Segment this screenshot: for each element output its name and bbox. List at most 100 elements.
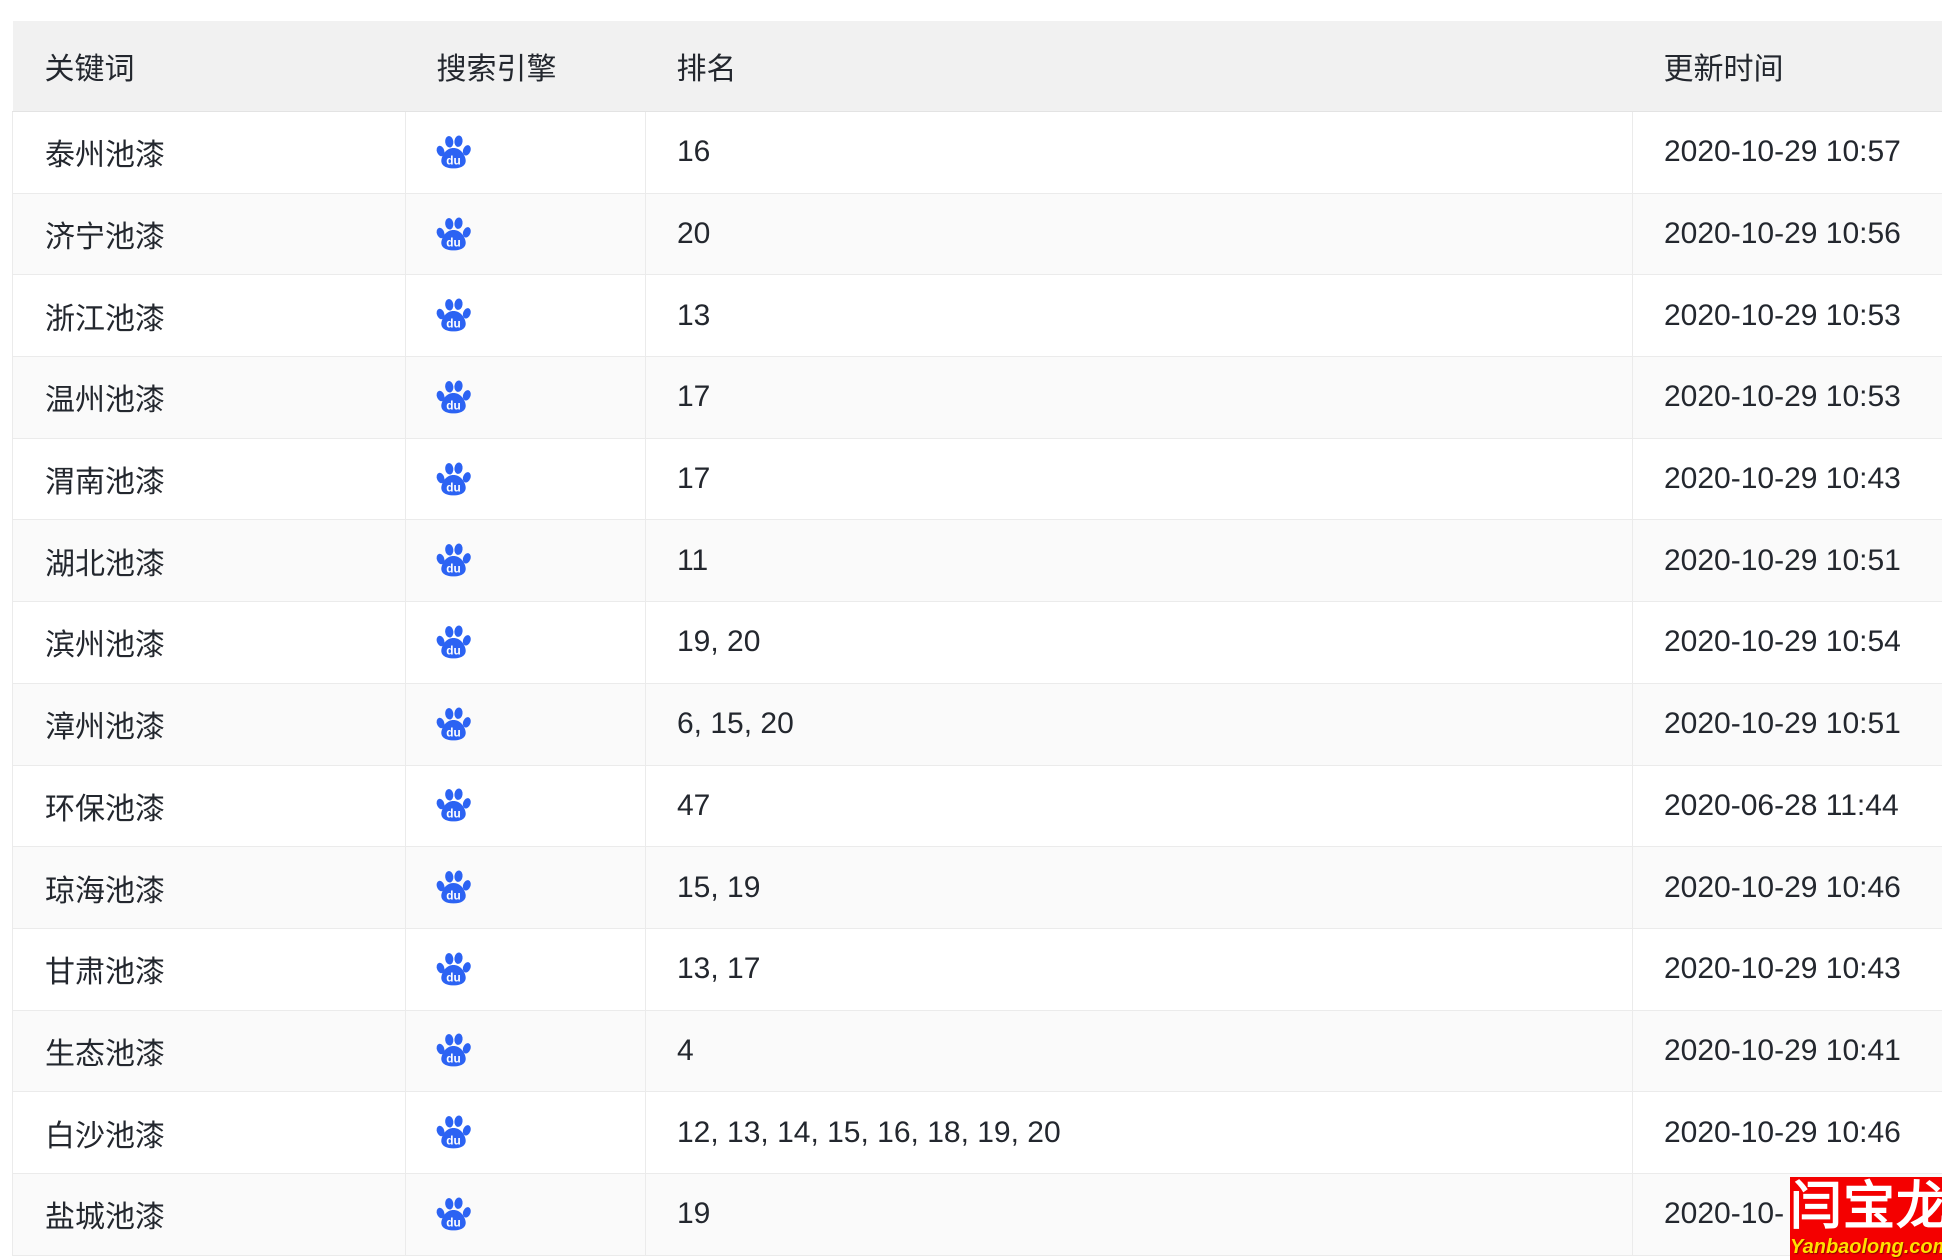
- keyword-text: 白沙池漆: [45, 1119, 165, 1153]
- keyword-cell: 湖北池漆: [12, 519, 406, 603]
- baidu-paw-icon: [435, 624, 472, 661]
- update-time-text: 2020-10-29 10:41: [1664, 1033, 1901, 1067]
- keyword-text: 生态池漆: [45, 1037, 165, 1071]
- keyword-text: 滨州池漆: [45, 629, 165, 663]
- watermark-name-text: 闫宝龙: [1790, 1176, 1942, 1237]
- table-row: 济宁池漆 20 2020-10-29 10:56: [12, 193, 1942, 276]
- rank-text: 17: [677, 462, 711, 496]
- keyword-cell: 甘肃池漆: [12, 928, 406, 1011]
- rank-text: 6, 15, 20: [677, 707, 794, 741]
- keyword-cell: 琼海池漆: [12, 846, 406, 929]
- rank-cell: 16: [645, 111, 1633, 194]
- rank-cell: 11: [645, 519, 1633, 603]
- keyword-text: 温州池漆: [45, 384, 165, 418]
- keyword-cell: 济宁池漆: [12, 193, 406, 276]
- rank-text: 19, 20: [677, 625, 761, 659]
- engine-cell: [405, 928, 646, 1011]
- engine-cell: [405, 1173, 646, 1256]
- table-row: 白沙池漆 12, 13, 14, 15, 16, 18, 19, 20 2020…: [12, 1091, 1942, 1174]
- engine-cell: [405, 274, 646, 358]
- keyword-cell: 温州池漆: [12, 356, 406, 439]
- engine-cell: [405, 601, 646, 684]
- update-time-cell: 2020-10-29 10:46: [1632, 1091, 1942, 1174]
- rank-cell: 13: [645, 274, 1633, 358]
- rank-cell: 19: [645, 1173, 1633, 1256]
- engine-cell: [405, 846, 646, 929]
- rank-cell: 19, 20: [645, 601, 1633, 684]
- update-time-cell: 2020-10-29 10:43: [1632, 928, 1942, 1011]
- keyword-text: 浙江池漆: [45, 302, 165, 336]
- keyword-text: 湖北池漆: [45, 547, 165, 581]
- rank-cell: 15, 19: [645, 846, 1633, 929]
- header-row: 关键词 搜索引擎 排名 更新时间: [12, 21, 1942, 112]
- baidu-paw-icon: [435, 1032, 472, 1069]
- keyword-cell: 生态池漆: [12, 1010, 406, 1093]
- update-time-cell: 2020-10-29 10:56: [1632, 193, 1942, 276]
- keyword-cell: 环保池漆: [12, 765, 406, 848]
- engine-cell: [405, 193, 646, 276]
- rank-text: 13: [677, 298, 711, 332]
- update-time-cell: 2020-10-29 10:51: [1632, 519, 1942, 603]
- keyword-rank-table: 关键词 搜索引擎 排名 更新时间 泰州池漆 16 2020-10-29 10:5…: [12, 21, 1942, 1256]
- table-row: 浙江池漆 13 2020-10-29 10:53: [12, 274, 1942, 358]
- table-row: 温州池漆 17 2020-10-29 10:53: [12, 356, 1942, 439]
- rank-cell: 13, 17: [645, 928, 1633, 1011]
- table-row: 泰州池漆 16 2020-10-29 10:57: [12, 111, 1942, 194]
- header-keyword: 关键词: [12, 21, 406, 112]
- update-time-cell: 2020-10-29 10:41: [1632, 1010, 1942, 1093]
- engine-cell: [405, 765, 646, 848]
- keyword-text: 盐城池漆: [45, 1201, 165, 1235]
- baidu-paw-icon: [435, 787, 472, 824]
- update-time-text: 2020-06-28 11:44: [1664, 788, 1899, 822]
- update-time-cell: 2020-06-28 11:44: [1632, 765, 1942, 848]
- baidu-paw-icon: [435, 134, 472, 171]
- engine-cell: [405, 356, 646, 439]
- update-time-text: 2020-10-29 10:51: [1664, 543, 1901, 577]
- update-time-text: 2020-10-29 10:57: [1664, 135, 1901, 169]
- update-time-text: 2020-10-29 10:43: [1664, 462, 1901, 496]
- keyword-cell: 盐城池漆: [12, 1173, 406, 1256]
- keyword-text: 漳州池漆: [45, 711, 165, 745]
- update-time-cell: 2020-10-29 10:53: [1632, 356, 1942, 439]
- keyword-text: 济宁池漆: [45, 221, 165, 255]
- keyword-cell: 白沙池漆: [12, 1091, 406, 1174]
- rank-cell: 4: [645, 1010, 1633, 1093]
- keyword-text: 渭南池漆: [45, 466, 165, 500]
- keyword-cell: 滨州池漆: [12, 601, 406, 684]
- baidu-paw-icon: [435, 1196, 472, 1233]
- baidu-paw-icon: [435, 461, 472, 498]
- rank-text: 19: [677, 1197, 711, 1231]
- rank-cell: 6, 15, 20: [645, 683, 1633, 766]
- keyword-cell: 泰州池漆: [12, 111, 406, 194]
- keyword-cell: 渭南池漆: [12, 438, 406, 521]
- update-time-text: 2020-10-29 10:56: [1664, 217, 1901, 251]
- update-time-text: 2020-10-29 10:53: [1664, 380, 1901, 414]
- rank-text: 17: [677, 380, 711, 414]
- engine-cell: [405, 1091, 646, 1174]
- keyword-text: 环保池漆: [45, 792, 165, 826]
- update-time-text: 2020-10-: [1664, 1197, 1785, 1231]
- rank-text: 13, 17: [677, 952, 761, 986]
- table-body: 泰州池漆 16 2020-10-29 10:57 济宁池漆 20 2020-10…: [12, 111, 1942, 1256]
- baidu-paw-icon: [435, 706, 472, 743]
- header-rank: 排名: [645, 21, 1633, 112]
- yanbaolong-watermark: 闫宝龙 Yanbaolong.com: [1790, 1177, 1942, 1260]
- baidu-paw-icon: [435, 1114, 472, 1151]
- rank-cell: 17: [645, 356, 1633, 439]
- rank-cell: 17: [645, 438, 1633, 521]
- baidu-paw-icon: [435, 297, 472, 334]
- table-row: 琼海池漆 15, 19 2020-10-29 10:46: [12, 846, 1942, 929]
- rank-text: 47: [677, 788, 711, 822]
- keyword-text: 甘肃池漆: [45, 956, 165, 990]
- baidu-paw-icon: [435, 379, 472, 416]
- table-row: 盐城池漆 19 2020-10-: [12, 1173, 1942, 1256]
- watermark-domain-text: Yanbaolong.com: [1790, 1236, 1942, 1258]
- rank-text: 16: [677, 135, 711, 169]
- update-time-text: 2020-10-29 10:51: [1664, 707, 1901, 741]
- keyword-rank-table-wrap: 关键词 搜索引擎 排名 更新时间 泰州池漆 16 2020-10-29 10:5…: [12, 21, 1942, 1256]
- rank-text: 15, 19: [677, 870, 761, 904]
- update-time-cell: 2020-10-29 10:57: [1632, 111, 1942, 194]
- table-row: 生态池漆 4 2020-10-29 10:41: [12, 1010, 1942, 1093]
- table-row: 渭南池漆 17 2020-10-29 10:43: [12, 438, 1942, 521]
